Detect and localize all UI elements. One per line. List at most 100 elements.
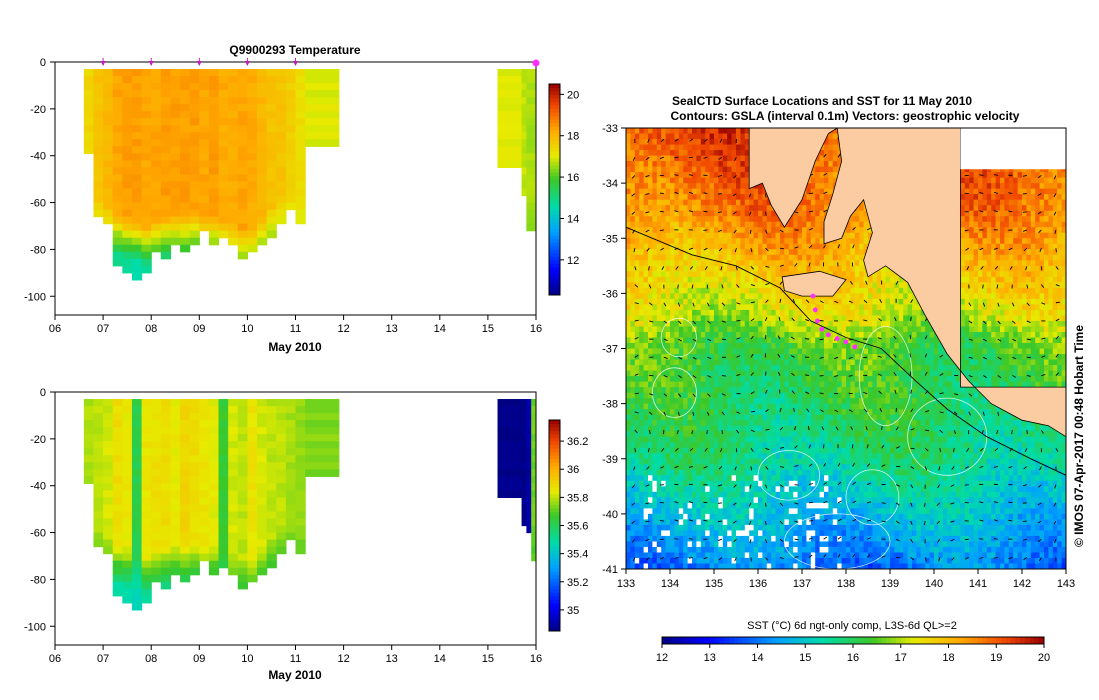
sst-cell <box>727 480 733 487</box>
sst-cell <box>661 243 667 250</box>
section-cell <box>180 574 191 583</box>
sst-cell <box>674 183 680 190</box>
sst-cell <box>678 370 684 377</box>
sst-cell <box>762 563 768 569</box>
sst-cell <box>700 166 706 173</box>
sst-cell <box>727 205 733 212</box>
section-cell <box>228 223 239 232</box>
section-cell <box>170 111 181 119</box>
sst-cell <box>727 309 733 316</box>
sst-missing-cell <box>731 557 737 564</box>
sst-cell <box>722 133 728 140</box>
sst-cell <box>678 221 684 228</box>
sst-cell <box>700 464 706 471</box>
sst-cell <box>736 298 741 305</box>
sst-cell <box>687 194 693 201</box>
sst-cell <box>744 519 750 526</box>
section-cell <box>180 525 191 534</box>
section-cell <box>266 97 277 105</box>
section-cell <box>497 406 523 414</box>
sst-cell <box>634 320 640 327</box>
sst-cell <box>687 177 693 184</box>
sst-cell <box>643 370 649 377</box>
section-cell <box>526 216 536 225</box>
sst-cell <box>700 238 706 245</box>
sst-cell <box>692 480 697 487</box>
sst-cell <box>670 519 675 526</box>
section-cell <box>295 90 306 98</box>
sst-cell <box>696 337 702 344</box>
section-cell <box>208 434 220 442</box>
sst-cell <box>696 282 702 289</box>
sst-cell <box>700 552 706 559</box>
sst-cell <box>718 221 724 228</box>
sst-cell <box>670 271 675 278</box>
sst-cell <box>731 447 737 454</box>
section-cell <box>199 202 210 211</box>
sst-cell <box>810 238 816 245</box>
sst-cell <box>674 370 680 377</box>
sst-cell <box>753 508 759 515</box>
sst-cell <box>630 557 636 564</box>
sst-cell <box>692 541 697 548</box>
sst-cell <box>714 210 719 217</box>
sst-cell <box>634 188 640 195</box>
sst-cell <box>714 486 719 493</box>
sst-cell <box>692 161 697 168</box>
sst-cell <box>727 453 733 460</box>
sst-cell <box>806 557 812 564</box>
section-cell <box>151 118 162 126</box>
sst-cell <box>727 216 733 223</box>
section-cell <box>170 441 181 449</box>
sst-cell <box>648 414 653 421</box>
sst-cell <box>749 227 755 234</box>
sst-cell <box>678 431 684 438</box>
sst-cell <box>753 210 759 217</box>
sst-cell <box>744 392 750 399</box>
sst-cell <box>634 508 640 515</box>
colorbar-segment <box>549 518 560 523</box>
sst-cell <box>806 491 812 498</box>
section-cell <box>285 167 297 176</box>
section-cell <box>266 420 277 428</box>
section-cell <box>526 399 532 407</box>
sst-cell <box>797 370 803 377</box>
section-cell <box>131 518 143 527</box>
sst-cell <box>784 315 790 322</box>
sst-cell <box>797 508 803 515</box>
sst-cell <box>784 552 790 559</box>
section-cell <box>531 539 536 548</box>
sst-missing-cell <box>643 513 649 520</box>
sst-cell <box>687 271 693 278</box>
sst-cell <box>643 216 649 223</box>
sst-cell <box>810 354 816 361</box>
sst-cell <box>648 183 653 190</box>
sst-cell <box>665 331 671 338</box>
sst-cell <box>736 177 741 184</box>
sst-cell <box>802 221 807 228</box>
section-cell <box>151 202 162 211</box>
sst-cell <box>780 381 785 388</box>
sst-cell <box>718 409 724 416</box>
sst-cell <box>683 232 689 239</box>
sst-missing-cell <box>810 552 816 559</box>
sst-cell <box>802 403 807 410</box>
section-cell <box>83 427 95 435</box>
sst-cell <box>775 409 781 416</box>
section-cell <box>131 469 143 477</box>
section-cell <box>141 97 152 105</box>
sst-cell <box>678 260 684 267</box>
sst-missing-cell <box>687 557 693 564</box>
section-cell <box>521 167 527 176</box>
section-cell <box>521 118 527 126</box>
sst-cell <box>626 342 631 349</box>
sst-cell <box>714 326 719 333</box>
sst-cell <box>705 464 711 471</box>
sst-cell <box>670 530 675 537</box>
sst-cell <box>727 249 733 256</box>
sst-cell <box>705 188 711 195</box>
sst-cell <box>731 227 737 234</box>
sst-cell <box>634 326 640 333</box>
section-cell <box>141 111 152 119</box>
sst-cell <box>727 155 733 162</box>
